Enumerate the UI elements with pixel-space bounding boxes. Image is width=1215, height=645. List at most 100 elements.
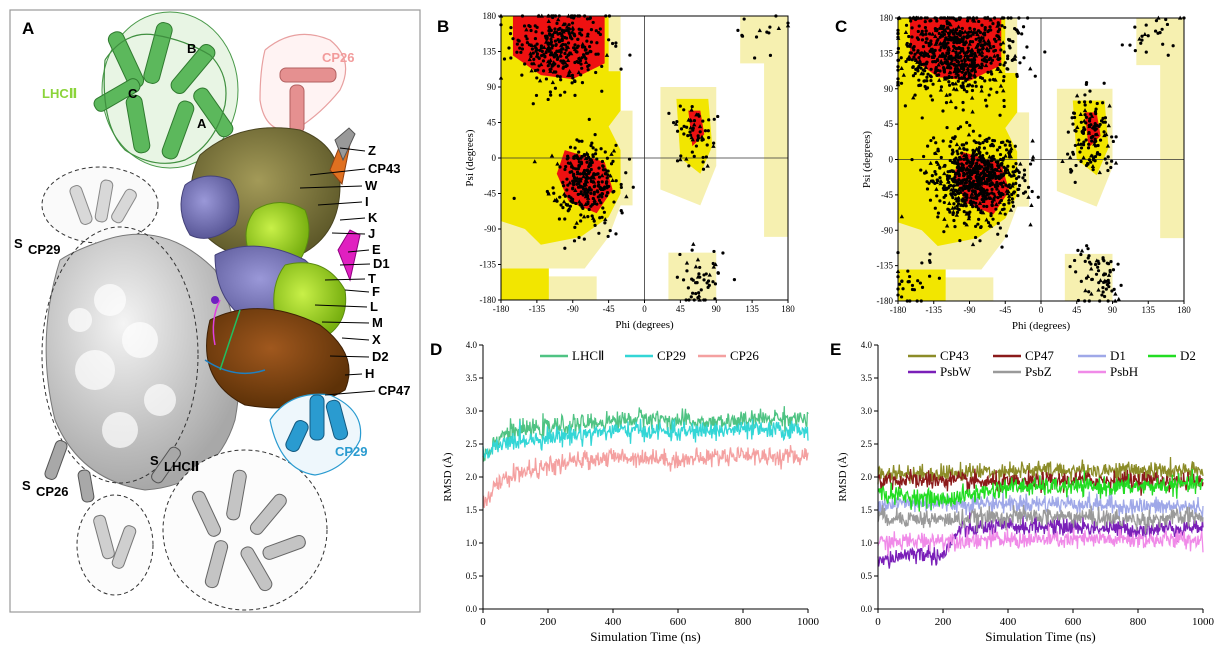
- residue-point: [1101, 285, 1105, 290]
- residue-point: [928, 198, 933, 202]
- residue-point: [585, 17, 590, 21]
- residue-point: [1021, 176, 1025, 180]
- residue-point: [1028, 162, 1033, 166]
- residue-point: [591, 20, 595, 25]
- residue-point-glycine: [934, 186, 939, 191]
- residue-point-glycine: [962, 153, 967, 158]
- residue-point-glycine: [699, 134, 705, 139]
- residue-point: [1011, 165, 1015, 169]
- residue-point-glycine: [997, 199, 1002, 204]
- residue-point: [1000, 245, 1004, 249]
- residue-point: [1006, 37, 1011, 42]
- residue-point-glycine: [928, 160, 933, 165]
- residue-point: [955, 199, 959, 203]
- residue-point-glycine: [942, 216, 947, 221]
- leader-line-j: [331, 232, 366, 235]
- residue-point: [716, 114, 720, 119]
- residue-point: [740, 34, 745, 38]
- leader-line-f: [344, 289, 370, 293]
- y-tick-label: -90: [484, 224, 496, 234]
- residue-point: [600, 64, 604, 69]
- residue-point-glycine: [899, 65, 904, 70]
- residue-point: [977, 178, 981, 182]
- residue-point: [1158, 31, 1162, 35]
- residue-point: [965, 161, 969, 165]
- residue-point: [582, 168, 587, 173]
- residue-point: [980, 23, 984, 27]
- residue-point: [592, 219, 596, 223]
- residue-point: [1110, 135, 1114, 139]
- residue-point: [1077, 138, 1081, 142]
- residue-point: [986, 161, 990, 165]
- residue-point: [570, 73, 575, 77]
- residue-point: [946, 51, 950, 56]
- residue-point: [986, 164, 990, 168]
- residue-point: [571, 181, 576, 185]
- residue-point: [701, 119, 705, 123]
- residue-point-glycine: [694, 112, 699, 117]
- residue-point: [690, 248, 694, 252]
- residue-point: [1002, 50, 1006, 54]
- y-tick-label: 3.0: [466, 406, 478, 416]
- x-tick-label: 180: [1177, 305, 1191, 315]
- residue-point: [930, 98, 934, 102]
- residue-point: [565, 188, 569, 192]
- residue-point: [939, 85, 944, 89]
- residue-point: [1010, 197, 1014, 201]
- residue-point: [547, 25, 551, 29]
- residue-point: [581, 172, 585, 176]
- residue-point: [1103, 272, 1108, 276]
- residue-point: [919, 168, 923, 172]
- residue-point: [704, 155, 708, 159]
- residue-point: [920, 261, 924, 265]
- residue-point: [697, 272, 701, 276]
- residue-point: [558, 49, 562, 53]
- residue-point-glycine: [695, 257, 701, 262]
- residue-point: [555, 49, 559, 53]
- residue-point: [1084, 115, 1089, 119]
- residue-point: [961, 188, 965, 192]
- residue-point: [1073, 180, 1077, 184]
- residue-point-glycine: [713, 262, 718, 267]
- residue-point: [936, 215, 940, 219]
- residue-point-glycine: [938, 178, 944, 183]
- residue-point: [685, 269, 689, 273]
- subunit-label-cp43: CP43: [368, 161, 401, 176]
- residue-point: [979, 165, 983, 169]
- residue-point: [509, 26, 513, 30]
- y-tick-label: 180: [880, 13, 894, 23]
- residue-point: [920, 38, 925, 42]
- residue-point: [567, 207, 571, 211]
- subunit-label-l: L: [370, 299, 378, 314]
- residue-point-glycine: [565, 44, 571, 49]
- residue-point: [962, 210, 966, 214]
- residue-point: [582, 153, 587, 157]
- residue-point: [560, 34, 564, 38]
- residue-point: [909, 19, 913, 23]
- residue-point-glycine: [996, 34, 1002, 39]
- residue-point: [568, 145, 573, 149]
- residue-point: [520, 73, 524, 77]
- residue-point: [546, 64, 550, 68]
- residue-point: [981, 187, 985, 191]
- y-tick-label: 45: [487, 118, 497, 128]
- residue-point: [707, 118, 711, 122]
- residue-point: [983, 26, 987, 30]
- residue-point: [585, 175, 589, 179]
- residue-point: [989, 213, 993, 218]
- residue-point-glycine: [980, 197, 986, 202]
- residue-point: [713, 282, 718, 286]
- residue-point: [1020, 32, 1024, 36]
- residue-point-glycine: [951, 86, 957, 91]
- residue-point: [688, 119, 693, 123]
- residue-point-glycine: [693, 264, 699, 269]
- residue-point-glycine: [1089, 266, 1094, 271]
- residue-point: [942, 68, 946, 73]
- residue-point: [941, 52, 945, 56]
- legend-label: D1: [1110, 348, 1126, 363]
- residue-point: [961, 108, 965, 112]
- lhc-trimer-image: B C A: [93, 11, 239, 169]
- residue-point-glycine: [1075, 124, 1080, 129]
- residue-point: [575, 59, 579, 64]
